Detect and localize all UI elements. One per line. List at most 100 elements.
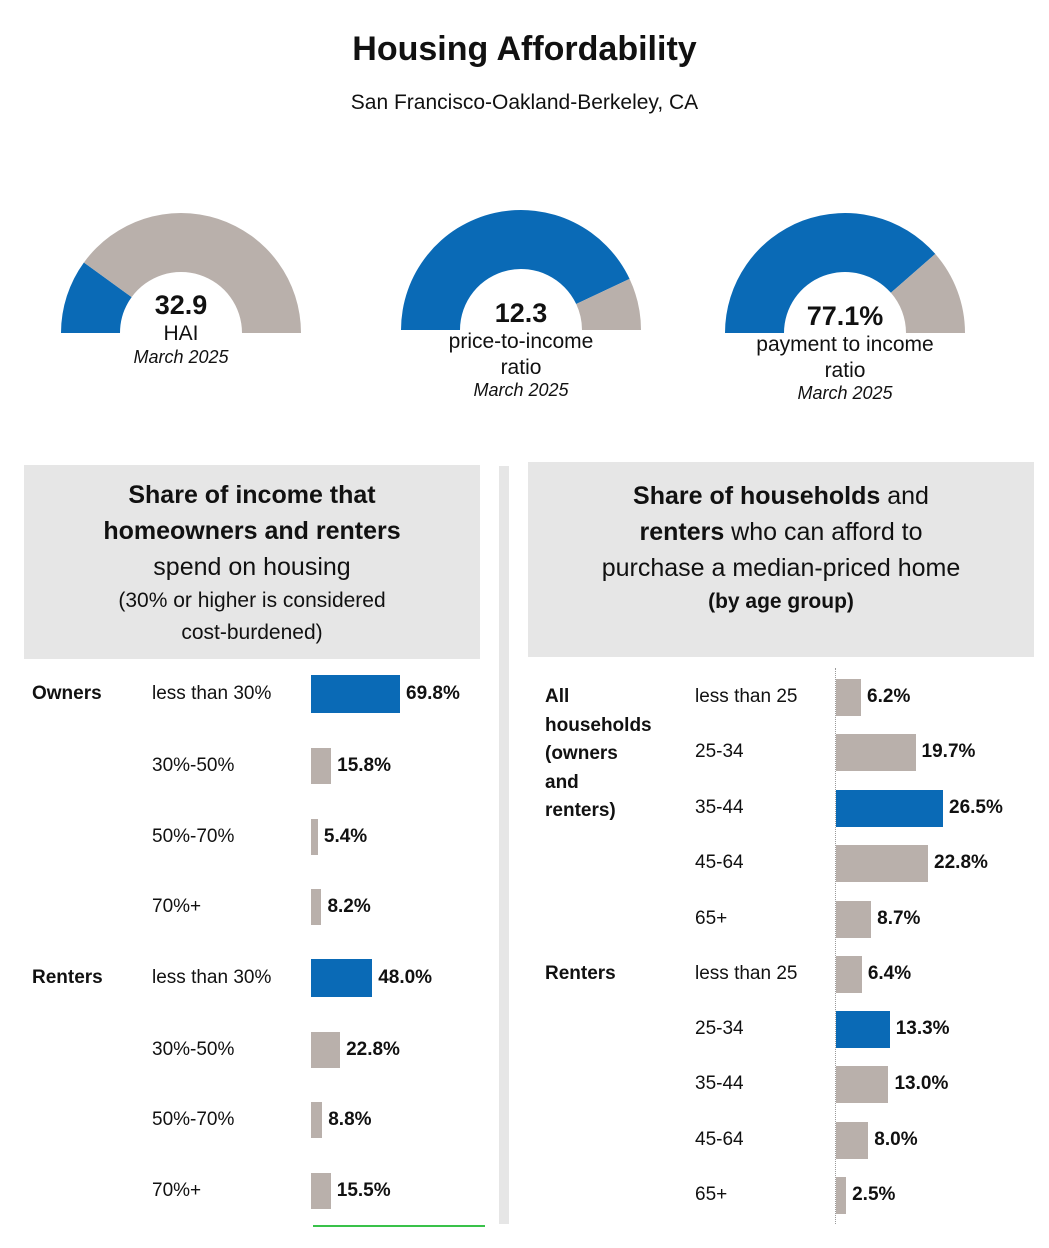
left-bar — [311, 889, 322, 925]
gauge-1-date: March 2025 — [133, 346, 229, 367]
left-value-label: 69.8% — [406, 683, 460, 704]
page-title: Housing Affordability — [352, 30, 697, 68]
gauge-2-label: price-to-income — [448, 330, 594, 354]
right-heading-bold-2: renters — [639, 518, 725, 546]
right-bar — [836, 1122, 869, 1159]
right-value-label: 13.0% — [894, 1073, 949, 1094]
right-panel-heading: Share of households and renters who can … — [528, 462, 1034, 657]
right-bar — [836, 956, 862, 993]
right-category-label: 35-44 — [695, 797, 744, 818]
gauge-3-gray-arc — [890, 253, 965, 333]
left-heading-line-3: spend on housing — [153, 553, 351, 581]
right-category-label: 45-64 — [695, 1129, 744, 1150]
right-bar — [836, 1177, 847, 1214]
left-bar — [311, 748, 332, 784]
gauge-3-date: March 2025 — [797, 382, 893, 403]
right-value-label: 26.5% — [949, 797, 1003, 818]
right-group-label: All — [545, 686, 570, 707]
gauge-1-text: 32.9 HAI March 2025 — [51, 289, 311, 368]
left-category-label: 70%+ — [152, 896, 202, 917]
panel-divider — [499, 466, 509, 1224]
gauge-3-blue-arc — [725, 213, 936, 333]
right-category-label: 25-34 — [695, 1018, 744, 1039]
right-value-label: 8.0% — [874, 1129, 918, 1150]
left-category-label: less than 30% — [152, 967, 272, 988]
left-heading-line-2: homeowners and renters — [103, 517, 401, 545]
gauge-1-blue-arc — [61, 262, 132, 333]
gauge-1-label: HAI — [163, 322, 199, 346]
bottom-accent-line — [313, 1225, 485, 1227]
left-value-label: 8.8% — [328, 1109, 372, 1130]
right-heading-rest-1: and — [880, 482, 929, 510]
right-bar — [836, 1011, 890, 1048]
right-value-label: 6.2% — [867, 686, 911, 707]
gauge-1-gray-arc — [83, 213, 301, 333]
right-category-label: 25-34 — [695, 741, 744, 762]
gauge-3-label: ratio — [824, 358, 866, 382]
gauge-2-label: ratio — [500, 355, 542, 379]
right-group-label: and — [545, 771, 579, 793]
right-bar — [836, 679, 862, 716]
right-value-label: 13.3% — [895, 1018, 950, 1039]
gauge-2-blue-arc — [401, 210, 630, 330]
right-category-label: 65+ — [695, 1184, 728, 1205]
right-value-label: 19.7% — [921, 741, 976, 762]
right-category-label: 45-64 — [695, 852, 744, 873]
left-bar — [311, 675, 400, 713]
right-value-label: 8.7% — [877, 908, 921, 929]
gauge-2-gray-arc — [576, 278, 641, 330]
right-chart-axis — [835, 668, 836, 1224]
page-subtitle: San Francisco-Oakland-Berkeley, CA — [350, 91, 699, 114]
right-bar — [836, 845, 929, 882]
left-bar — [311, 1102, 323, 1138]
left-bar — [311, 959, 373, 997]
right-bar — [836, 901, 872, 938]
gauge-3-text: 77.1% payment to income ratio March 2025 — [715, 300, 975, 404]
right-category-label: less than 25 — [695, 963, 798, 984]
right-value-label: 6.4% — [867, 963, 912, 984]
gauge-2-value: 12.3 — [494, 298, 548, 328]
right-bar — [836, 790, 943, 827]
left-category-label: less than 30% — [152, 683, 272, 704]
gauge-3-value: 77.1% — [806, 301, 884, 331]
gauge-2-text: 12.3 price-to-income ratio March 2025 — [391, 297, 651, 401]
gauge-1-value: 32.9 — [154, 290, 208, 320]
right-heading-line-1: Share of households and — [528, 478, 1034, 514]
right-group-label: (owners — [545, 743, 618, 764]
right-heading-line-3: purchase a median-priced home — [601, 554, 961, 582]
right-heading-line-4: (by age group) — [708, 590, 854, 613]
left-category-label: 70%+ — [152, 1180, 202, 1201]
left-value-label: 15.8% — [337, 755, 392, 776]
left-heading-line-1: Share of income that — [128, 481, 376, 509]
right-bar — [836, 734, 916, 771]
gauge-charts — [61, 210, 965, 333]
right-group-label: renters) — [545, 800, 616, 821]
right-category-label: 35-44 — [695, 1073, 744, 1094]
right-heading-line-2: renters who can afford to — [528, 514, 1034, 550]
right-category-label: less than 25 — [695, 686, 798, 707]
gauge-3-label: payment to income — [756, 333, 934, 357]
right-value-label: 2.5% — [852, 1184, 896, 1205]
left-category-label: 30%-50% — [152, 755, 235, 776]
gauge-2-date: March 2025 — [473, 379, 569, 400]
left-heading-line-4: (30% or higher is considered — [118, 589, 386, 612]
right-bar — [836, 1066, 889, 1103]
left-value-label: 48.0% — [378, 967, 433, 988]
right-category-label: 65+ — [695, 908, 728, 929]
left-value-label: 8.2% — [327, 896, 371, 917]
left-category-label: 30%-50% — [152, 1039, 235, 1060]
left-category-label: 50%-70% — [152, 1109, 235, 1130]
left-value-label: 22.8% — [346, 1039, 400, 1060]
right-heading-rest-2: who can afford to — [724, 518, 923, 546]
right-heading-bold-1: Share of households — [633, 482, 881, 510]
right-group-label: households — [545, 714, 652, 736]
right-value-label: 22.8% — [934, 852, 988, 873]
left-heading-line-5: cost-burdened) — [181, 621, 323, 644]
left-group-label: Owners — [32, 683, 102, 704]
left-value-label: 15.5% — [336, 1180, 391, 1201]
right-group-label: Renters — [545, 963, 616, 984]
left-bar — [311, 1173, 331, 1209]
left-bar — [311, 1032, 341, 1068]
left-category-label: 50%-70% — [152, 826, 235, 847]
left-bar — [311, 819, 318, 855]
